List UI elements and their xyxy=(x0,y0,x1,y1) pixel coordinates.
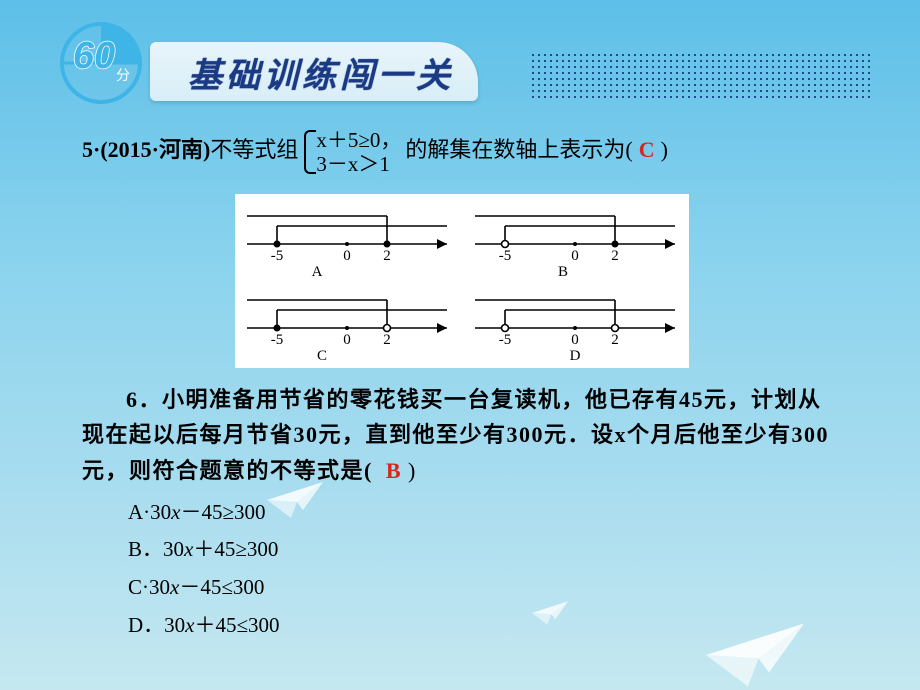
q5-answer: C xyxy=(633,137,661,162)
svg-text:分: 分 xyxy=(116,68,130,84)
svg-text:D: D xyxy=(570,348,581,364)
svg-text:0: 0 xyxy=(343,248,351,264)
q5-close: ) xyxy=(661,137,668,162)
svg-text:0: 0 xyxy=(571,248,579,264)
score-badge: 60 分 xyxy=(60,22,142,104)
svg-text:0: 0 xyxy=(571,332,579,348)
q6-close: ) xyxy=(408,458,417,483)
svg-text:B: B xyxy=(558,264,568,280)
q5-suffix: 的解集在数轴上表示为( xyxy=(405,137,632,162)
svg-text:60: 60 xyxy=(73,35,115,77)
svg-text:2: 2 xyxy=(611,248,619,264)
svg-text:2: 2 xyxy=(611,332,619,348)
question-6: 6．小明准备用节省的零花钱买一台复读机，他已存有45元，计划从现在起以后每月节省… xyxy=(82,382,842,488)
q5-ineq1: x＋5≥0， xyxy=(316,128,401,152)
q6-option-a: A·30x－45≥300 xyxy=(128,496,842,530)
question-5: 5·(2015·河南)不等式组 x＋5≥0， 3－x＞1 的解集在数轴上表示为(… xyxy=(82,128,842,176)
q6-option-d: D．30x＋45≤300 xyxy=(128,609,842,643)
q6-text: 6．小明准备用节省的零花钱买一台复读机，他已存有45元，计划从现在起以后每月节省… xyxy=(82,387,829,482)
q5-ineq2: 3－x＞1 xyxy=(316,152,401,176)
svg-text:-5: -5 xyxy=(271,332,284,348)
svg-text:C: C xyxy=(317,348,327,364)
svg-text:2: 2 xyxy=(383,248,391,264)
q5-inequality-system: x＋5≥0， 3－x＞1 xyxy=(302,128,401,176)
svg-text:-5: -5 xyxy=(271,248,284,264)
page-header: 60 分 基础训练闯一关 xyxy=(0,0,920,100)
header-title-box: 基础训练闯一关 xyxy=(150,42,478,101)
svg-text:0: 0 xyxy=(343,332,351,348)
svg-text:-5: -5 xyxy=(499,248,512,264)
q6-option-b: B．30x＋45≥300 xyxy=(128,533,842,567)
header-dot-pattern xyxy=(530,52,870,100)
q5-prefix: 不等式组 xyxy=(210,137,298,162)
q5-number: 5· xyxy=(82,137,100,162)
svg-text:A: A xyxy=(312,264,323,280)
header-title: 基础训练闯一关 xyxy=(188,57,454,95)
content-area: 5·(2015·河南)不等式组 x＋5≥0， 3－x＞1 的解集在数轴上表示为(… xyxy=(0,100,920,642)
svg-text:2: 2 xyxy=(383,332,391,348)
number-line-diagram: -5 0 2 A -5 0 2 B xyxy=(235,194,689,368)
q6-options: A·30x－45≥300 B．30x＋45≥300 C·30x－45≤300 D… xyxy=(82,488,842,642)
svg-text:-5: -5 xyxy=(499,332,512,348)
q6-option-c: C·30x－45≤300 xyxy=(128,571,842,605)
q5-source: (2015·河南) xyxy=(100,137,210,162)
q6-answer: B xyxy=(380,458,408,483)
